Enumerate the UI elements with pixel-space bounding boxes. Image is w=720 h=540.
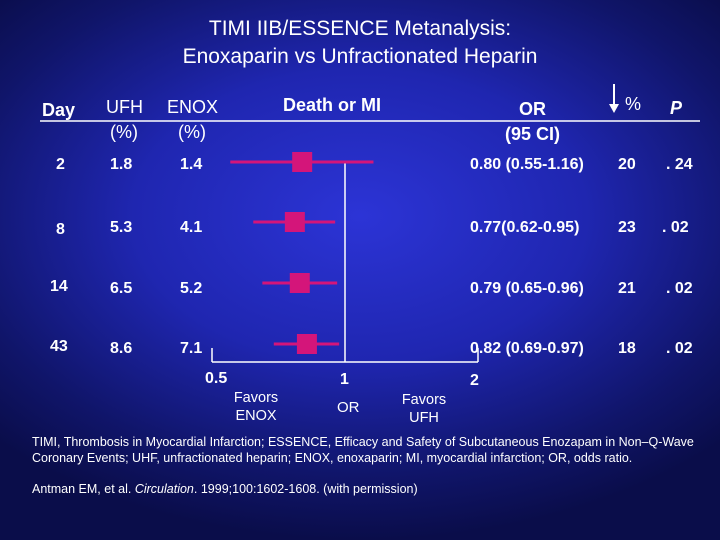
row-day: 8	[56, 221, 65, 238]
row-or-text: 0.77(0.62-0.95)	[470, 219, 580, 236]
row-reduction: 23	[618, 219, 636, 236]
row-ufh: 5.3	[110, 219, 133, 236]
favors-left-line1: Favors	[233, 390, 279, 406]
row-p: . 02	[662, 219, 689, 236]
favors-right-line2: UFH	[409, 410, 439, 426]
header-day: Day	[42, 100, 76, 120]
header-or: OR	[519, 99, 546, 119]
odds-ratio-marker	[296, 334, 317, 354]
row-enox: 4.1	[180, 219, 203, 236]
x-tick-label-high: 2	[470, 372, 479, 389]
header-ufh: UFH	[106, 97, 143, 117]
x-tick-label-low: 0.5	[205, 370, 228, 387]
row-day: 2	[56, 156, 65, 173]
footnote-abbreviations: TIMI, Thrombosis in Myocardial Infarctio…	[32, 435, 694, 465]
header-outcome: Death or MI	[283, 95, 382, 115]
row-reduction: 18	[618, 340, 636, 357]
row-reduction: 20	[618, 156, 636, 173]
citation-journal: Circulation	[134, 482, 194, 496]
chart-title-line1: TIMI IIB/ESSENCE Metanalysis:	[208, 17, 512, 40]
odds-ratio-marker	[289, 273, 310, 293]
row-enox: 1.4	[180, 156, 203, 173]
odds-ratio-marker	[284, 212, 305, 232]
header-enox-unit: (%)	[178, 122, 206, 142]
row-day: 14	[50, 278, 68, 295]
header-ufh-unit: (%)	[110, 122, 138, 142]
row-reduction: 21	[618, 280, 636, 297]
favors-left-line2: ENOX	[235, 408, 277, 424]
header-enox: ENOX	[167, 97, 219, 117]
x-axis-label: OR	[337, 399, 360, 416]
row-enox: 5.2	[180, 280, 203, 297]
chart-title-line2: Enoxaparin vs Unfractionated Heparin	[182, 45, 538, 68]
row-p: . 24	[666, 156, 693, 173]
header-or-ci: (95 CI)	[505, 124, 561, 144]
favors-right-line1: Favors	[401, 392, 447, 408]
odds-ratio-marker	[292, 152, 313, 172]
row-p: . 02	[666, 280, 693, 297]
row-or-text: 0.79 (0.65-0.96)	[470, 280, 584, 297]
row-enox: 7.1	[180, 340, 203, 357]
row-p: . 02	[666, 340, 693, 357]
arrow-down-icon	[609, 104, 619, 113]
citation-authors: Antman EM, et al.	[32, 482, 135, 496]
x-tick-label-mid: 1	[340, 371, 349, 388]
header-p: P	[670, 98, 683, 118]
citation-details: . 1999;100:1602-1608. (with permission)	[193, 482, 418, 496]
row-ufh: 1.8	[110, 156, 133, 173]
row-or-text: 0.82 (0.69-0.97)	[470, 340, 584, 357]
row-or-text: 0.80 (0.55-1.16)	[470, 156, 584, 173]
row-day: 43	[50, 338, 68, 355]
header-reduction: %	[625, 94, 642, 114]
row-ufh: 6.5	[110, 280, 133, 297]
row-ufh: 8.6	[110, 340, 133, 357]
footnote-citation: Antman EM, et al. Circulation. 1999;100:…	[32, 481, 712, 497]
